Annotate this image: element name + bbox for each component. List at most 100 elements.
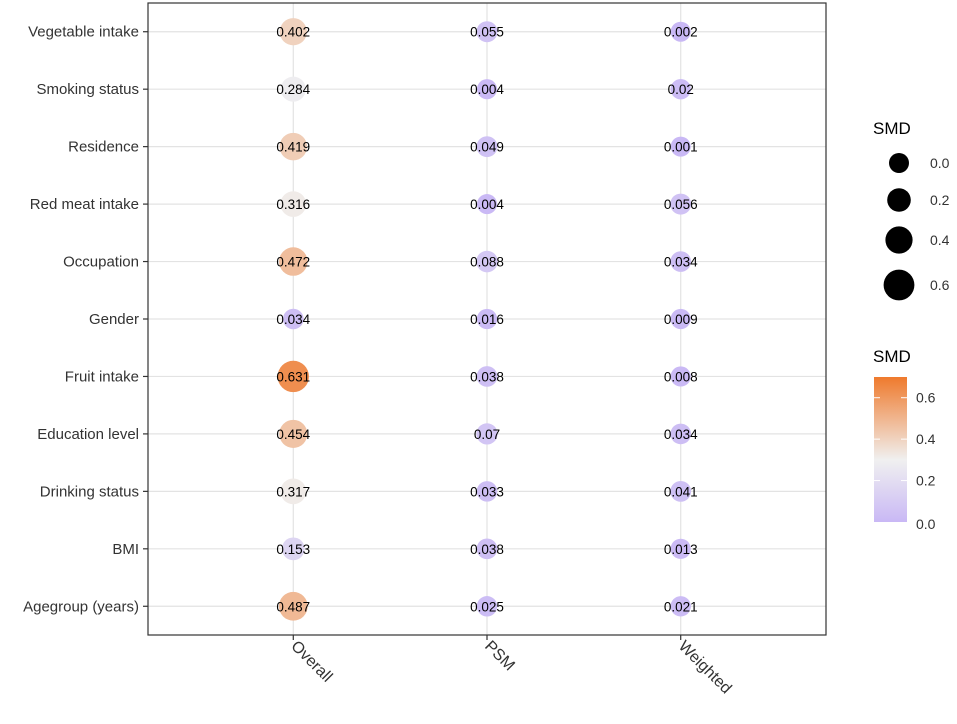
smd-point [280,191,307,217]
smd-point [670,366,691,387]
y-tick-label: Fruit intake [65,368,139,385]
smd-point [476,308,498,330]
x-tick-label: Weighted [675,638,735,698]
smd-value-label: 0.088 [470,255,504,270]
color-legend-bar [874,377,907,522]
smd-point [277,360,309,393]
color-legend-label: 0.0 [916,516,936,532]
smd-value-label: 0.038 [470,369,504,384]
color-legend-label: 0.2 [916,473,936,489]
smd-value-label: 0.038 [470,542,504,557]
smd-value-label: 0.041 [664,484,698,499]
color-legend-label: 0.6 [916,390,936,406]
smd-value-label: 0.049 [470,140,504,155]
smd-value-label: 0.034 [664,427,698,442]
smd-point [279,132,308,161]
smd-point [476,194,498,215]
size-legend-label: 0.0 [930,155,950,171]
y-tick-label: Education level [37,426,139,443]
data-labels: 0.402 0.284 0.419 0.316 0.472 0.034 0.631 0.454… [276,25,698,615]
smd-point [670,136,691,157]
smd-value-label: 0.008 [664,369,698,384]
smd-value-label: 0.07 [474,427,500,442]
size-legend-key [889,153,909,173]
axes: Vegetable intake Smoking status Residence R… [23,2,827,698]
y-tick-label: Smoking status [36,81,139,98]
smd-value-label: 0.025 [470,599,504,614]
y-tick-label: Residence [68,139,139,156]
size-legend-title: SMD [873,119,911,138]
data-points [277,18,692,621]
smd-value-label: 0.002 [664,25,698,40]
smd-value-label: 0.055 [470,25,504,40]
smd-value-label: 0.631 [276,369,310,384]
smd-value-label: 0.034 [276,312,310,327]
y-tick-label: BMI [112,541,139,558]
smd-value-label: 0.001 [664,140,698,155]
smd-value-label: 0.472 [276,255,310,270]
smd-point [670,79,691,100]
size-legend-key [887,188,911,212]
smd-value-label: 0.033 [470,484,504,499]
smd-point [476,481,498,502]
smd-point [670,193,692,215]
smd-point [476,79,498,100]
smd-point [476,366,498,387]
smd-value-label: 0.317 [276,484,310,499]
smd-point [476,596,498,617]
smd-point [282,308,304,330]
smd-value-label: 0.284 [276,82,310,97]
size-legend-key [885,226,913,254]
smd-point [476,136,498,158]
smd-value-label: 0.056 [664,197,698,212]
smd-value-label: 0.034 [664,255,698,270]
smd-point [279,419,308,448]
y-tick-label: Agegroup (years) [23,598,139,615]
smd-value-label: 0.454 [276,427,310,442]
smd-point [476,21,498,43]
color-legend-title: SMD [873,347,911,366]
smd-point [279,247,308,276]
color-legend-label: 0.4 [916,431,936,447]
smd-value-label: 0.419 [276,140,310,155]
y-tick-label: Occupation [63,254,139,271]
smd-point [280,76,306,102]
smd-value-label: 0.02 [668,82,694,97]
smd-point [476,423,498,445]
smd-point [476,250,498,273]
smd-point [670,21,691,42]
legends: SMD 0.0 0.2 0.4 0.6 SMD 0.0 0.2 0.4 0.6 [873,119,950,532]
smd-value-label: 0.013 [664,542,698,557]
y-tick-label: Drinking status [40,483,139,500]
smd-point [670,251,692,272]
x-tick-label: PSM [481,638,518,675]
smd-point [476,538,498,560]
smd-point [278,591,308,621]
size-legend-label: 0.2 [930,192,950,208]
smd-value-label: 0.004 [470,197,504,212]
smd-point [670,538,691,559]
size-legend-label: 0.4 [930,232,950,248]
smd-value-label: 0.021 [664,599,698,614]
smd-value-label: 0.487 [276,599,310,614]
x-tick-label: Overall [287,638,335,686]
smd-value-label: 0.016 [470,312,504,327]
smd-value-label: 0.009 [664,312,698,327]
y-tick-label: Vegetable intake [28,24,139,41]
y-tick-label: Red meat intake [30,196,139,213]
smd-point [670,596,691,617]
smd-point [279,18,307,46]
smd-value-label: 0.153 [276,542,310,557]
smd-value-label: 0.004 [470,82,504,97]
smd-point [670,308,691,330]
y-tick-label: Gender [89,311,139,328]
smd-point [281,537,305,561]
smd-value-label: 0.316 [276,197,310,212]
size-legend-key [883,269,915,301]
size-legend-label: 0.6 [930,277,950,293]
smd-point [280,478,307,505]
smd-point [670,480,692,502]
smd-point [670,423,692,445]
smd-value-label: 0.402 [276,25,310,40]
